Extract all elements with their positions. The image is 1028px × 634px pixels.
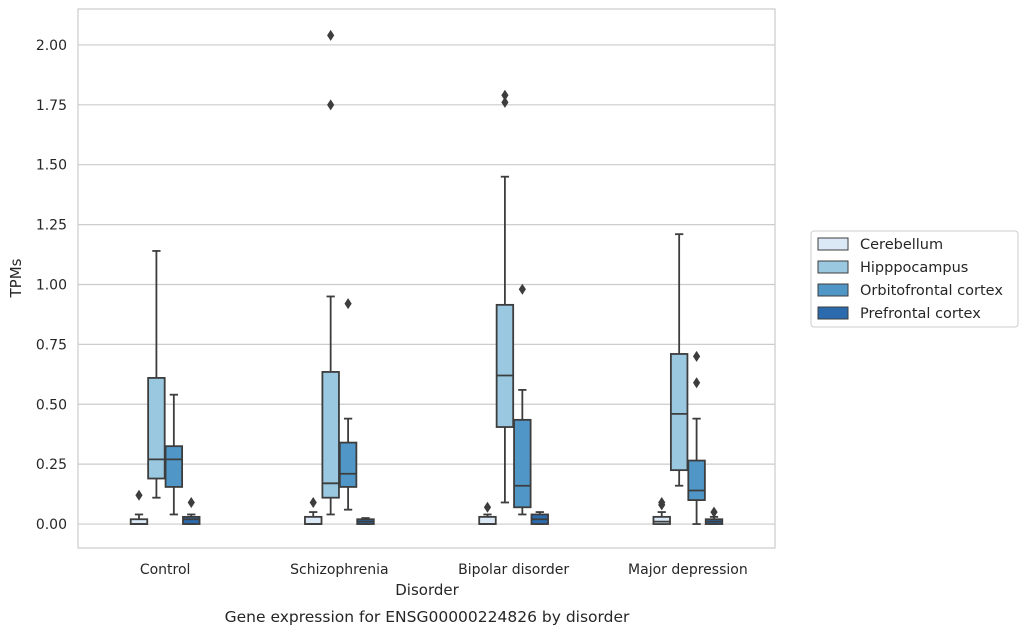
x-tick-label: Control [140,562,191,578]
figure-caption: Gene expression for ENSG00000224826 by d… [225,608,630,626]
x-tick-label: Bipolar disorder [458,562,569,578]
box-body [513,418,532,509]
x-tick-label: Schizophrenia [290,562,388,578]
box-body [182,515,201,525]
x-axis-title: Disorder [395,581,459,599]
outlier-marker [309,496,317,508]
outlier-marker [135,489,143,501]
box-hipppocampus [669,233,689,487]
box-hipppocampus [147,250,166,499]
box-prefrontal-cortex [530,511,549,525]
legend-label: Cerebellum [860,237,943,253]
outlier-marker [692,350,701,362]
legend-label: Prefrontal cortex [860,306,981,322]
box-cerebellum [652,496,671,525]
legend-swatch [817,283,849,297]
gridlines [78,44,775,525]
box-body [495,303,515,428]
box-body [164,445,184,488]
legend-label: Orbitofrontal cortex [860,283,1003,299]
x-tick-label: Major depression [628,562,748,578]
outlier-marker [501,89,509,101]
legend-frame [810,230,1019,328]
legend-label: Hipppocampus [860,260,968,276]
legend: Cerebellum Hipppocampus Orbitofrontal cort… [810,230,1019,328]
y-tick-labels: 0.00 0.25 0.50 0.75 1.00 1.25 1.50 1.75 2.00 [36,38,67,533]
box-body [687,459,706,501]
box-prefrontal-cortex [182,496,201,525]
box-orbitofrontal-cortex [164,393,184,516]
outlier-marker [518,283,526,295]
y-tick-label: 0.25 [36,457,67,473]
outlier-marker [327,29,335,41]
legend-swatch [817,260,849,274]
outlier-marker [344,298,352,310]
y-tick-label: 0.00 [36,517,67,533]
legend-swatch [817,306,849,320]
y-tick-label: 2.00 [36,38,67,54]
outlier-marker [692,377,701,389]
plot-frame [77,8,776,549]
box-hipppocampus [495,89,515,504]
outlier-marker [187,496,195,508]
y-tick-label: 0.50 [36,397,67,413]
x-tick-labels: Control Schizophrenia Bipolar disorder Majo… [140,562,748,578]
y-axis-title: TPMs [7,258,25,298]
outlier-marker [483,501,492,513]
box-body [147,377,166,480]
outlier-marker [658,496,666,508]
box-orbitofrontal-cortex [687,350,706,525]
y-tick-label: 1.50 [36,158,67,174]
box-orbitofrontal-cortex [513,283,532,516]
y-tick-label: 1.25 [36,218,67,234]
outlier-marker [501,96,509,108]
box-prefrontal-cortex [356,517,375,525]
y-tick-label: 0.75 [36,337,67,353]
box-body [304,515,323,525]
box-body [478,515,497,525]
box-hipppocampus [321,29,340,516]
outlier-marker [710,506,718,518]
box-orbitofrontal-cortex [338,298,358,511]
box-body [652,515,671,525]
box-cerebellum [129,489,149,525]
box-body [338,441,358,488]
box-body [321,371,340,499]
y-tick-label: 1.75 [36,98,67,114]
y-tick-label: 1.00 [36,277,67,293]
boxes [129,29,724,525]
box-prefrontal-cortex [704,506,724,525]
box-cerebellum [304,496,323,525]
box-cerebellum [478,501,497,525]
legend-swatch [817,237,849,251]
outlier-marker [327,99,335,111]
box-body [669,353,689,472]
